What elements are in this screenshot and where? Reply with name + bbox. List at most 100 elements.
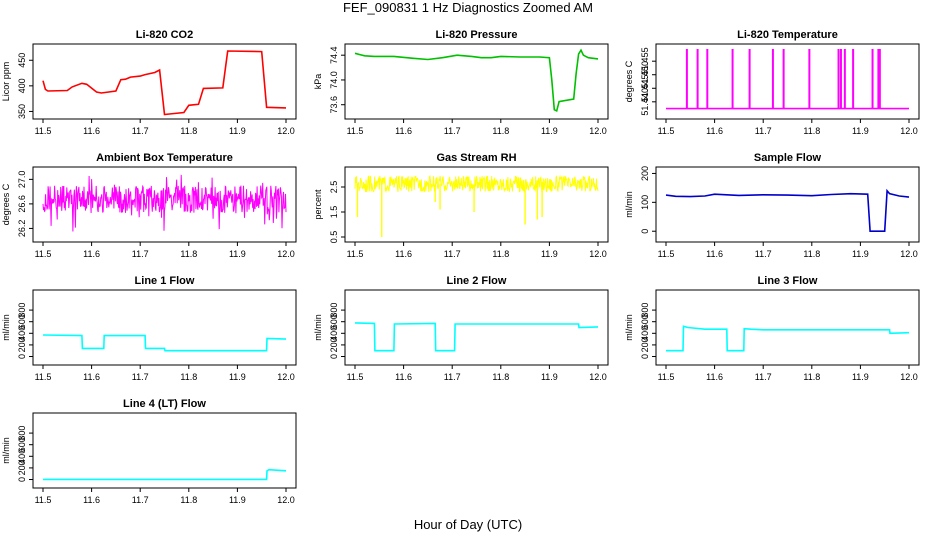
x-tick-label: 11.7 — [755, 249, 772, 259]
y-tick-label: 400 — [17, 78, 27, 93]
y-axis-label: Licor ppm — [1, 62, 11, 102]
plot-frame — [655, 166, 920, 243]
x-tick-label: 12.0 — [277, 372, 295, 382]
x-tick-label: 12.0 — [277, 495, 295, 505]
x-tick-label: 11.8 — [180, 126, 197, 136]
y-tick-label: 51.440 — [640, 88, 650, 116]
x-tick-label: 11.8 — [803, 126, 820, 136]
x-tick-label: 12.0 — [589, 126, 607, 136]
x-tick-label: 11.5 — [658, 249, 675, 259]
y-tick-label: 0 — [17, 354, 27, 359]
y-tick-label: 73.6 — [329, 96, 339, 114]
x-tick-label: 11.8 — [803, 249, 820, 259]
x-tick-label: 12.0 — [900, 249, 918, 259]
x-tick-label: 12.0 — [277, 126, 295, 136]
y-tick-label: 400 — [329, 326, 339, 341]
y-tick-label: 0 — [640, 354, 650, 359]
y-tick-label: 400 — [17, 326, 27, 341]
x-tick-label: 11.5 — [347, 126, 364, 136]
chart-panel-6: Sample Flow ml/min 0 100 200 11.5 11.6 11.7 11.8… — [624, 152, 920, 259]
x-tick-label: 11.8 — [803, 372, 820, 382]
y-tick-label: 26.6 — [17, 195, 27, 213]
x-tick-label: 11.7 — [132, 249, 149, 259]
x-tick-label: 12.0 — [277, 249, 295, 259]
series-line — [665, 188, 910, 232]
x-tick-label: 11.7 — [755, 372, 772, 382]
x-tick-label: 11.8 — [180, 495, 197, 505]
x-tick-label: 11.5 — [658, 126, 675, 136]
y-axis-label: ml/min — [624, 191, 634, 218]
y-tick-label: 26.2 — [17, 220, 27, 238]
x-tick-label: 11.5 — [347, 372, 364, 382]
chart-panel-4: Ambient Box Temperature degrees C 26.2 26.6… — [1, 152, 297, 259]
y-tick-label: 200 — [640, 166, 650, 181]
chart-panel-3: Li-820 Temperature degrees C 51.44051.4455… — [624, 29, 920, 136]
y-tick-label: 800 — [329, 303, 339, 318]
x-tick-label: 11.5 — [35, 126, 52, 136]
x-tick-label: 11.6 — [83, 249, 100, 259]
x-tick-label: 11.9 — [852, 372, 869, 382]
chart-title: Li-820 Temperature — [737, 29, 838, 41]
x-tick-label: 11.9 — [229, 249, 246, 259]
x-tick-label: 12.0 — [589, 249, 607, 259]
x-tick-label: 12.0 — [900, 126, 918, 136]
y-tick-label: 74.4 — [329, 46, 339, 64]
x-tick-label: 11.6 — [395, 126, 412, 136]
x-tick-label: 11.8 — [492, 249, 509, 259]
series-line — [666, 325, 910, 352]
x-tick-label: 11.9 — [852, 126, 869, 136]
x-tick-label: 11.9 — [541, 126, 558, 136]
series-line — [42, 50, 287, 116]
chart-title: Line 2 Flow — [447, 275, 507, 287]
x-tick-label: 11.5 — [35, 495, 52, 505]
x-tick-label: 11.7 — [444, 249, 461, 259]
y-tick-label: 27.0 — [17, 171, 27, 189]
y-tick-label: 600 — [640, 314, 650, 329]
x-tick-label: 11.5 — [35, 249, 52, 259]
x-tick-label: 11.6 — [706, 249, 723, 259]
chart-title: Li-820 Pressure — [436, 29, 518, 41]
plot-frame — [344, 289, 609, 366]
y-tick-label: 600 — [329, 314, 339, 329]
chart-title: Gas Stream RH — [436, 152, 516, 164]
chart-title: Ambient Box Temperature — [96, 152, 233, 164]
x-tick-label: 11.6 — [395, 249, 412, 259]
plot-frame — [655, 289, 920, 366]
series-noise — [354, 174, 599, 194]
y-tick-label: 350 — [17, 104, 27, 119]
y-tick-label: 51.445 — [640, 75, 650, 103]
y-axis-label: degrees C — [1, 183, 11, 225]
plot-frame — [32, 43, 297, 120]
series-line — [43, 468, 287, 481]
x-tick-label: 11.5 — [35, 372, 52, 382]
x-tick-label: 11.7 — [132, 126, 149, 136]
x-tick-label: 11.9 — [229, 495, 246, 505]
x-tick-label: 11.7 — [132, 372, 149, 382]
y-tick-label: 200 — [329, 337, 339, 352]
plot-frame — [344, 43, 609, 120]
y-tick-label: 600 — [17, 437, 27, 452]
chart-title: Sample Flow — [754, 152, 822, 164]
chart-title: Line 3 Flow — [758, 275, 818, 287]
x-tick-label: 11.9 — [541, 372, 558, 382]
y-tick-label: 600 — [17, 314, 27, 329]
x-tick-label: 12.0 — [589, 372, 607, 382]
x-tick-label: 11.8 — [492, 372, 509, 382]
y-axis-label: ml/min — [1, 314, 11, 341]
x-tick-label: 11.6 — [83, 126, 100, 136]
plot-frame — [655, 43, 920, 120]
y-tick-label: 400 — [640, 326, 650, 341]
chart-panel-2: Li-820 Pressure kPa 73.6 74.0 74.4 11.5 11.6 11… — [313, 29, 609, 136]
y-tick-label: 100 — [640, 195, 650, 210]
y-tick-label: 450 — [17, 53, 27, 68]
y-tick-label: 200 — [17, 337, 27, 352]
x-tick-label: 11.6 — [395, 372, 412, 382]
x-axis-title: Hour of Day (UTC) — [413, 517, 523, 532]
chart-title: Line 4 (LT) Flow — [123, 398, 206, 410]
y-axis-label: ml/min — [1, 437, 11, 464]
x-tick-label: 11.9 — [229, 372, 246, 382]
